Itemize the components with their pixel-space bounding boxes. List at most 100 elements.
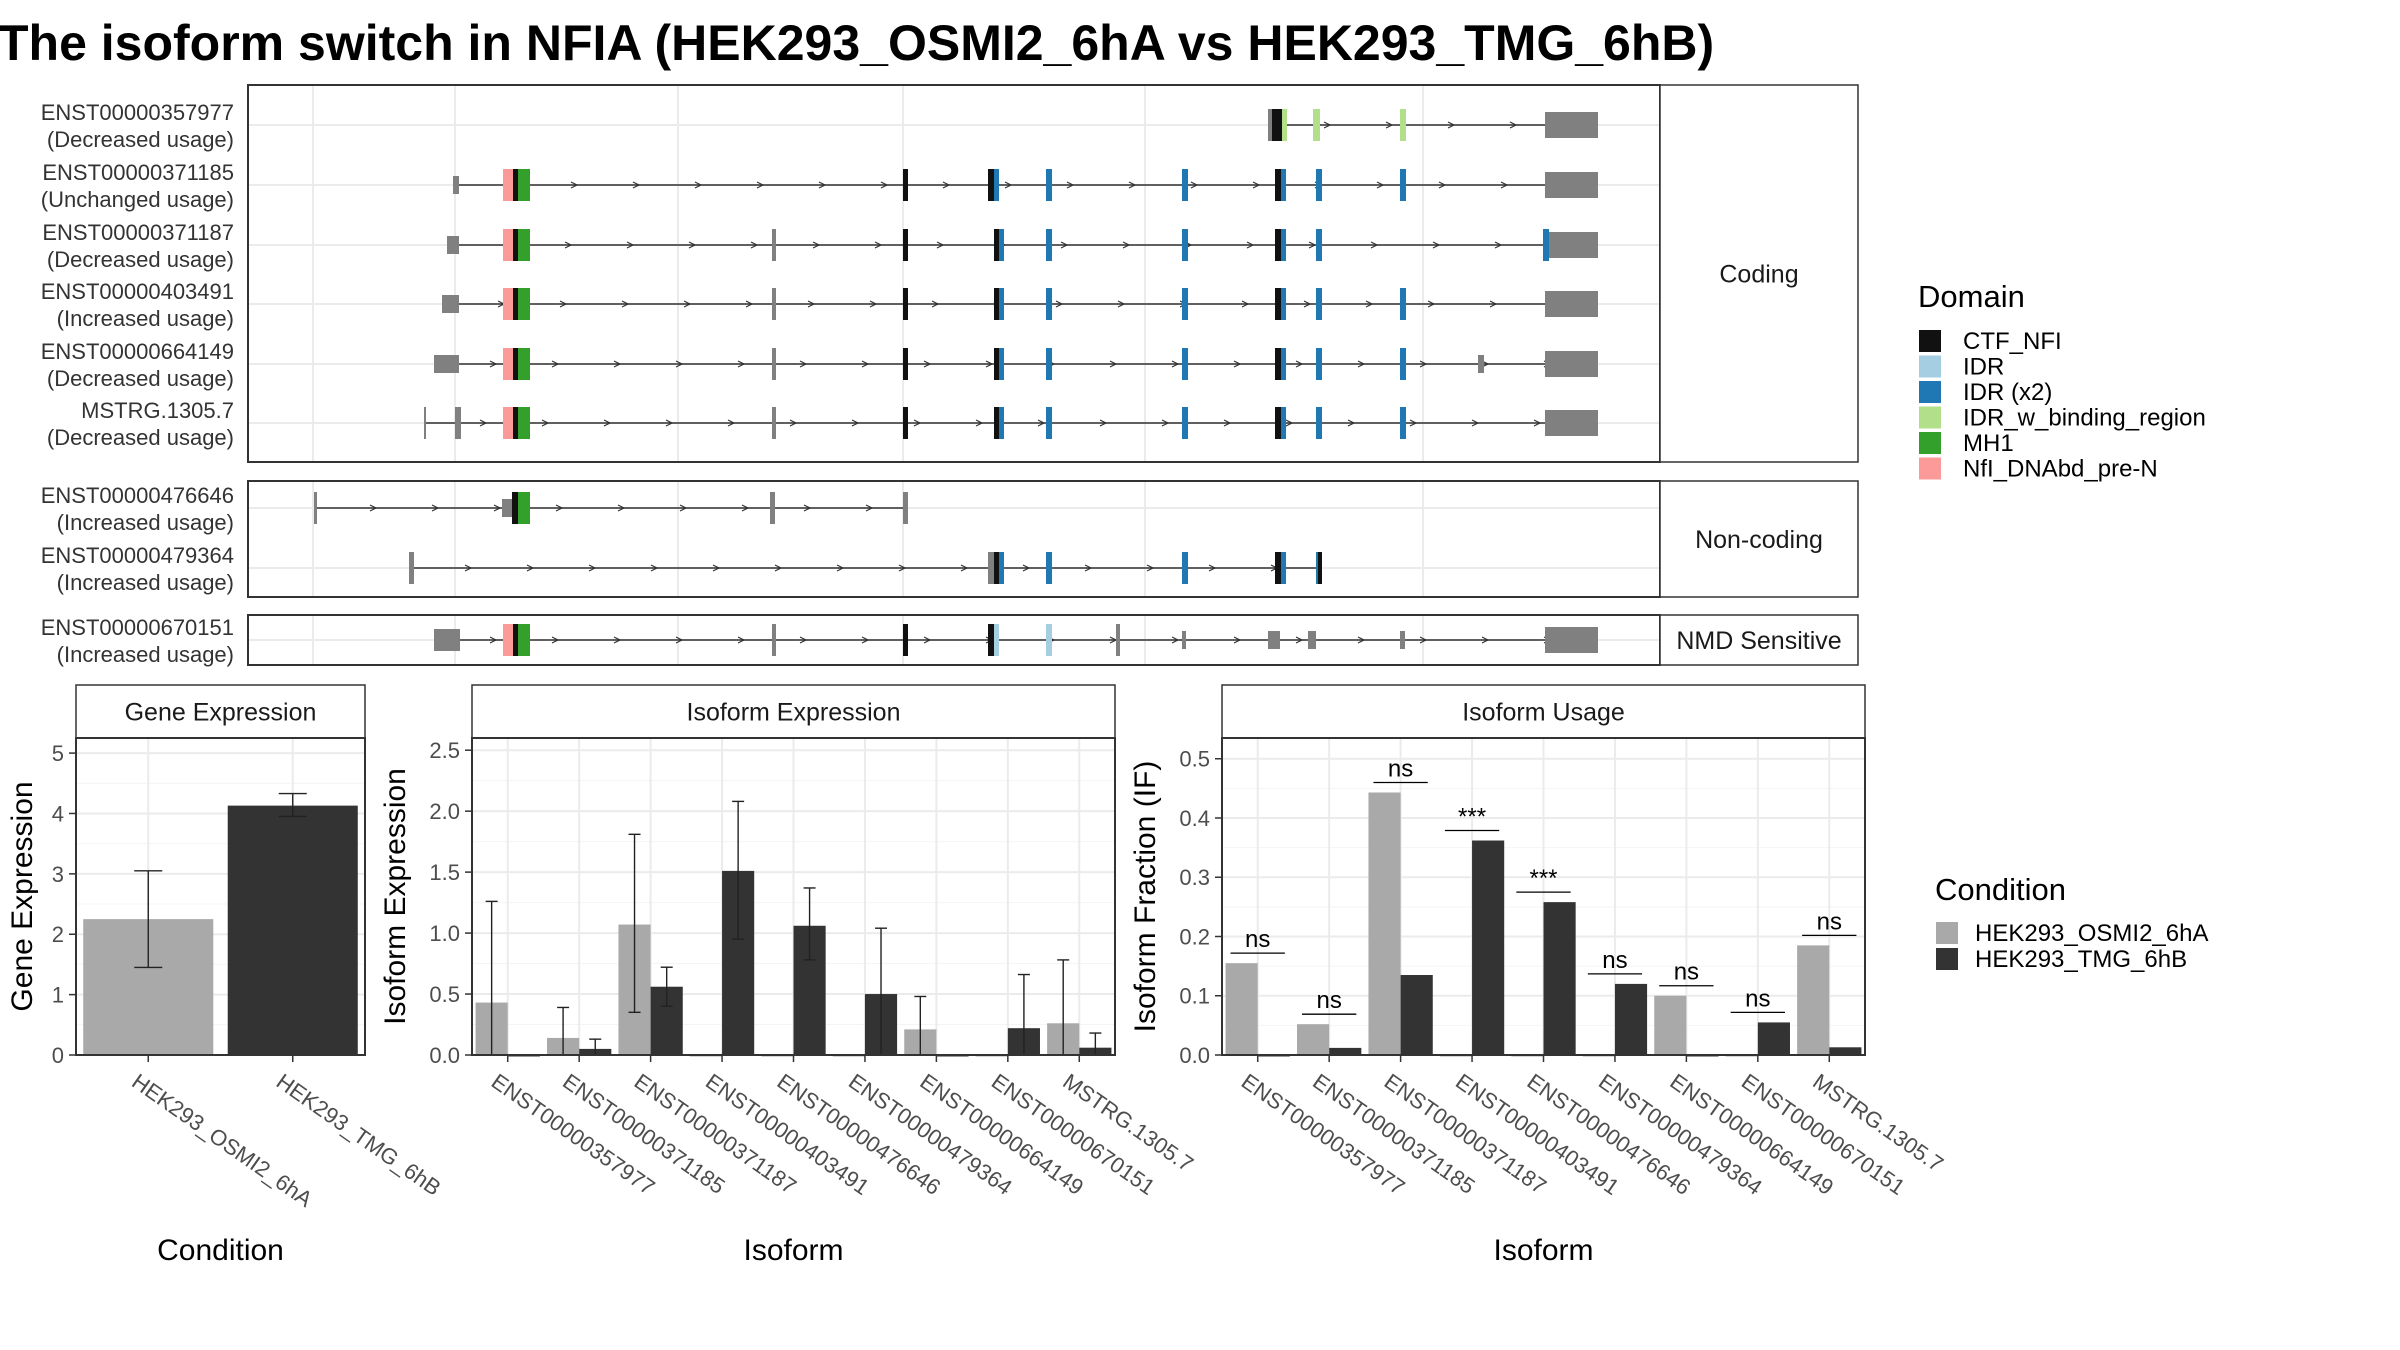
domain-MH1 [518, 348, 530, 380]
strand-arrow [913, 419, 922, 427]
domain-IDR (x2) [1400, 407, 1406, 439]
panel-strip [1659, 84, 1859, 463]
strand-arrow [1295, 636, 1304, 644]
domain-MH1 [518, 169, 530, 201]
strand-arrow [1246, 241, 1255, 249]
transcript-label: ENST00000371185 [42, 160, 234, 185]
strand-arrow [1117, 300, 1126, 308]
strand-arrow [789, 419, 798, 427]
legend-label: NfI_DNAbd_pre-N [1963, 456, 2158, 483]
exon [1545, 172, 1598, 198]
strand-arrow [621, 300, 630, 308]
strand-arrow [745, 300, 754, 308]
domain-MH1 [518, 492, 530, 524]
exon [1478, 355, 1484, 373]
y-tick-label: 2.0 [429, 799, 460, 824]
strand-arrow [898, 564, 907, 572]
strand-arrow [1471, 419, 1480, 427]
strand-arrow [1419, 360, 1428, 368]
y-tick-label: 4 [52, 801, 64, 826]
strand-arrow [1066, 181, 1075, 189]
legend-label: HEK293_OSMI2_6hA [1975, 920, 2208, 947]
panel-background [248, 85, 1660, 462]
transcript-usage-label: (Decreased usage) [47, 127, 234, 152]
legend-key [1919, 355, 1941, 378]
strand-arrow [750, 241, 759, 249]
strand-arrow [931, 300, 940, 308]
domain-IDR (x2) [1182, 348, 1188, 380]
strand-arrow [1370, 241, 1379, 249]
domain-IDR (x2) [1400, 169, 1406, 201]
domain-IDR (x2) [999, 407, 1004, 439]
domain-CTF_NFI [1275, 229, 1281, 261]
strand-arrow [551, 636, 560, 644]
exon [1268, 631, 1280, 649]
bar [227, 805, 358, 1055]
strand-arrow [880, 181, 889, 189]
y-tick-label: 0.0 [1179, 1043, 1210, 1068]
strand-arrow [923, 360, 932, 368]
transcript-usage-label: (Decreased usage) [47, 425, 234, 450]
exon [903, 492, 908, 524]
strand-arrow [774, 564, 783, 572]
domain-CTF_NFI [1275, 288, 1281, 320]
transcript-label: ENST00000476646 [41, 483, 234, 508]
exon [447, 236, 459, 254]
exon [424, 407, 426, 439]
exon [1549, 232, 1598, 258]
exon [1545, 410, 1598, 436]
significance-label: *** [1529, 865, 1557, 892]
significance-label: ns [1316, 987, 1341, 1014]
y-tick-label: 0.5 [1179, 747, 1210, 772]
significance-label: ns [1245, 926, 1270, 953]
y-tick-label: 0.1 [1179, 984, 1210, 1009]
strand-arrow [1084, 564, 1093, 572]
strand-arrow [1022, 564, 1031, 572]
domain-IDR (x2) [1281, 229, 1286, 261]
strand-arrow [1208, 564, 1217, 572]
strand-arrow [799, 636, 808, 644]
strand-arrow [650, 564, 659, 572]
domain-IDR (x2) [1046, 552, 1052, 584]
transcript-usage-label: (Decreased usage) [47, 366, 234, 391]
strand-arrow [1385, 121, 1394, 129]
strand-arrow [551, 360, 560, 368]
exon [772, 348, 776, 380]
exon [455, 407, 461, 439]
transcript-usage-label: (Increased usage) [57, 642, 234, 667]
domain-IDR (x2) [1543, 229, 1549, 261]
domain-CTF_NFI [903, 288, 908, 320]
legend-label: IDR [1963, 354, 2004, 381]
transcript-usage-label: (Increased usage) [57, 510, 234, 535]
domain-CTF_NFI [513, 229, 518, 261]
strand-arrow [818, 181, 827, 189]
domain-IDR (x2) [1316, 169, 1322, 201]
strand-arrow [613, 636, 622, 644]
bar [1400, 975, 1433, 1055]
domain-MH1 [518, 407, 530, 439]
transcript-usage-label: (Decreased usage) [47, 247, 234, 272]
strand-arrow [679, 504, 688, 512]
figure-title: The isoform switch in NFIA (HEK293_OSMI2… [0, 15, 1714, 71]
strand-arrow [489, 360, 498, 368]
strand-arrow [431, 504, 440, 512]
panel-border [471, 737, 1116, 1056]
x-axis-title: Isoform [1493, 1234, 1593, 1267]
domain-NfI_DNAbd_pre-N [503, 407, 513, 439]
exon [772, 229, 776, 261]
strand-arrow [712, 564, 721, 572]
bar [1297, 1024, 1330, 1055]
domain-CTF_NFI [994, 552, 999, 584]
panel-title: Isoform Expression [687, 699, 901, 727]
panel-title: Gene Expression [125, 699, 317, 727]
bar [1797, 945, 1830, 1055]
strand-arrow [1233, 360, 1242, 368]
significance-label: *** [1458, 804, 1486, 831]
strand-arrow [836, 564, 845, 572]
domain-CTF_NFI [994, 229, 999, 261]
panel-strip [1659, 614, 1859, 666]
transcript-label: ENST00000403491 [41, 279, 234, 304]
strand-arrow [812, 241, 821, 249]
exon [442, 295, 459, 313]
domain-IDR (x2) [1182, 169, 1188, 201]
